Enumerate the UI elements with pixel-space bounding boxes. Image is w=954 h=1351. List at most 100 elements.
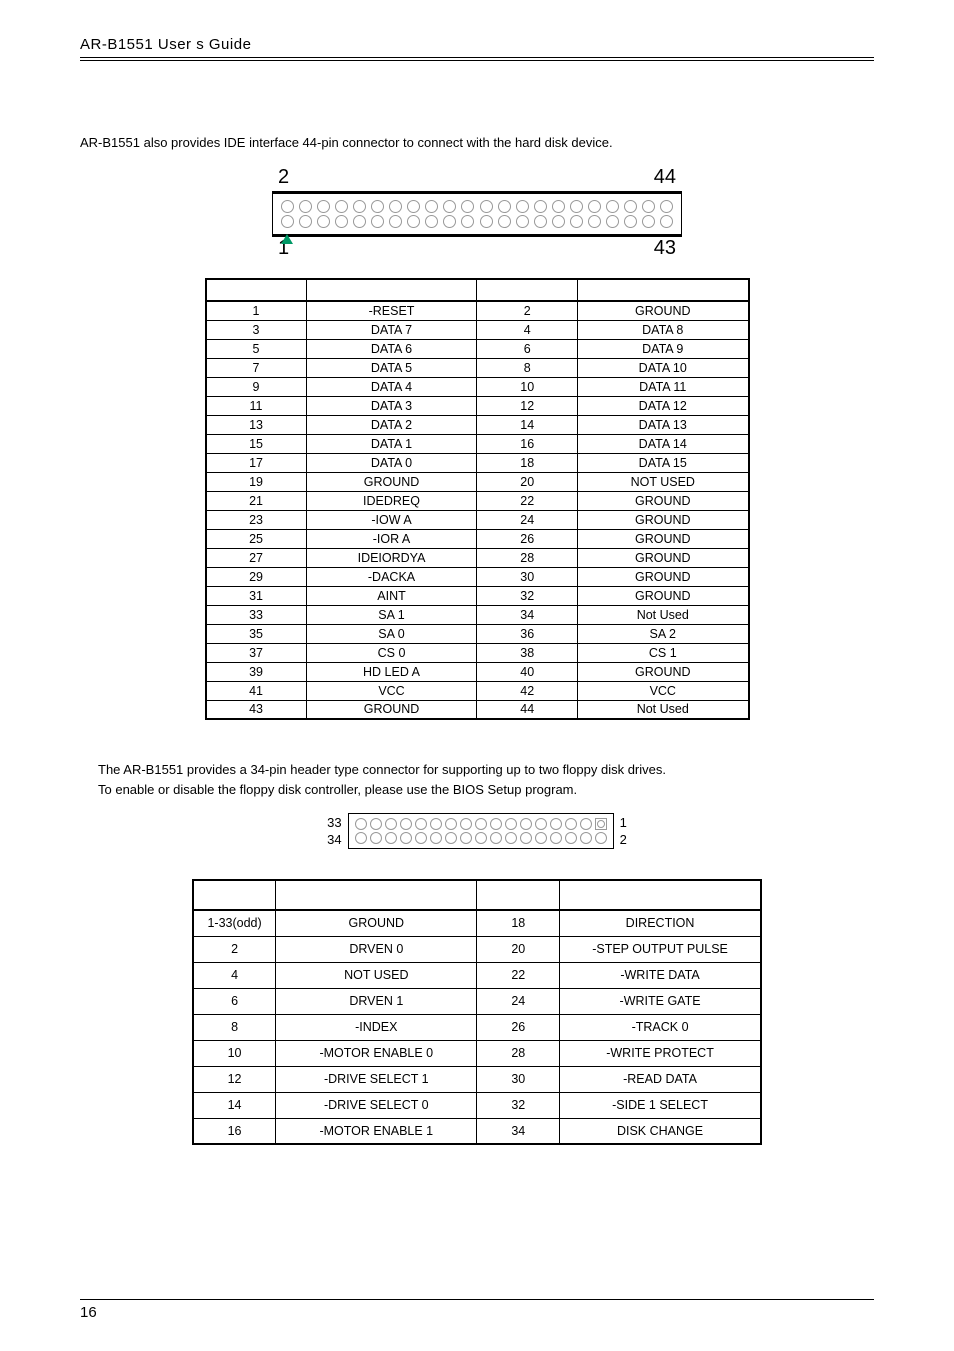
- pin-circle-icon: [480, 215, 493, 228]
- table-cell: -READ DATA: [560, 1066, 761, 1092]
- table-cell: -RESET: [306, 301, 477, 320]
- pin-circle-icon: [445, 832, 457, 844]
- table-cell: 41: [206, 681, 307, 700]
- ide-connector-diagram: 2 44 1 43: [272, 166, 682, 260]
- table-row: 35SA 036SA 2: [206, 624, 749, 643]
- table-cell: HD LED A: [306, 662, 477, 681]
- pin-circle-icon: [498, 215, 511, 228]
- table-cell: GROUND: [578, 510, 749, 529]
- pin-circle-icon: [588, 215, 601, 228]
- table-cell: 16: [193, 1118, 276, 1144]
- table-cell: 8: [193, 1014, 276, 1040]
- table-row: 15DATA 116DATA 14: [206, 434, 749, 453]
- table-cell: DATA 13: [578, 415, 749, 434]
- ide-pin-label-top-left: 2: [278, 166, 289, 189]
- table-cell: 6: [193, 988, 276, 1014]
- table-cell: DATA 14: [578, 434, 749, 453]
- table-row: 41VCC42VCC: [206, 681, 749, 700]
- pin-circle-icon: [299, 215, 312, 228]
- table-cell: 32: [477, 1092, 560, 1118]
- table-cell: 18: [477, 453, 578, 472]
- table-cell: DATA 6: [306, 339, 477, 358]
- table-cell: 30: [477, 1066, 560, 1092]
- fdd-right-labels: 1 2: [620, 814, 627, 848]
- table-cell: VCC: [578, 681, 749, 700]
- pin-circle-icon: [642, 200, 655, 213]
- table-cell: 12: [477, 396, 578, 415]
- table-cell: DATA 2: [306, 415, 477, 434]
- table-header: [560, 880, 761, 910]
- pin-circle-icon: [552, 215, 565, 228]
- table-cell: 14: [193, 1092, 276, 1118]
- pin-circle-icon: [570, 200, 583, 213]
- table-cell: 33: [206, 605, 307, 624]
- table-cell: DRVEN 1: [276, 988, 477, 1014]
- pin-circle-icon: [445, 818, 457, 830]
- fdd-left-labels: 33 34: [327, 814, 341, 848]
- table-cell: 37: [206, 643, 307, 662]
- table-cell: -TRACK 0: [560, 1014, 761, 1040]
- fdd-pin-label-left-bot: 34: [327, 831, 341, 848]
- pin-circle-icon: [370, 832, 382, 844]
- table-cell: DATA 15: [578, 453, 749, 472]
- table-cell: DATA 10: [578, 358, 749, 377]
- fdd-intro-text: The AR-B1551 provides a 34-pin header ty…: [98, 760, 874, 799]
- table-cell: -DRIVE SELECT 0: [276, 1092, 477, 1118]
- table-row: 27IDEIORDYA28GROUND: [206, 548, 749, 567]
- pin-circle-icon: [461, 215, 474, 228]
- table-row: 39HD LED A40GROUND: [206, 662, 749, 681]
- table-row: 1-33(odd)GROUND18DIRECTION: [193, 910, 761, 936]
- pin-circle-icon: [606, 200, 619, 213]
- table-cell: DISK CHANGE: [560, 1118, 761, 1144]
- page-footer: 16: [80, 1299, 874, 1321]
- table-row: 31AINT32GROUND: [206, 586, 749, 605]
- table-cell: 13: [206, 415, 307, 434]
- pin-circle-icon: [400, 818, 412, 830]
- pin-circle-icon: [317, 215, 330, 228]
- pin-circle-icon: [624, 200, 637, 213]
- table-header: [306, 279, 477, 301]
- ide-connector-top-labels: 2 44: [272, 166, 682, 193]
- pin-circle-icon: [385, 818, 397, 830]
- table-cell: 24: [477, 510, 578, 529]
- table-cell: GROUND: [578, 662, 749, 681]
- table-cell: DRVEN 0: [276, 936, 477, 962]
- table-cell: 31: [206, 586, 307, 605]
- pin-circle-icon: [460, 818, 472, 830]
- page-number: 16: [80, 1304, 874, 1321]
- table-cell: 29: [206, 567, 307, 586]
- table-cell: SA 2: [578, 624, 749, 643]
- table-cell: 3: [206, 320, 307, 339]
- table-row: 7DATA 58DATA 10: [206, 358, 749, 377]
- table-row: 17DATA 018DATA 15: [206, 453, 749, 472]
- table-header: [477, 880, 560, 910]
- table-cell: 32: [477, 586, 578, 605]
- pin-circle-icon: [552, 200, 565, 213]
- table-cell: GROUND: [578, 529, 749, 548]
- table-row: 1-RESET2GROUND: [206, 301, 749, 320]
- pin-circle-icon: [520, 832, 532, 844]
- table-cell: 43: [206, 700, 307, 719]
- pin-circle-icon: [443, 215, 456, 228]
- table-cell: -STEP OUTPUT PULSE: [560, 936, 761, 962]
- pin-circle-icon: [588, 200, 601, 213]
- table-cell: 26: [477, 1014, 560, 1040]
- fdd-pin-label-right-top: 1: [620, 814, 627, 831]
- table-cell: 25: [206, 529, 307, 548]
- table-cell: GROUND: [578, 567, 749, 586]
- table-cell: 40: [477, 662, 578, 681]
- table-row: 19GROUND20NOT USED: [206, 472, 749, 491]
- pin-circle-icon: [335, 200, 348, 213]
- table-cell: 11: [206, 396, 307, 415]
- pin-circle-icon: [443, 200, 456, 213]
- table-cell: GROUND: [578, 491, 749, 510]
- pin-circle-icon: [400, 832, 412, 844]
- table-cell: DATA 4: [306, 377, 477, 396]
- fdd-pin-label-right-bot: 2: [620, 831, 627, 848]
- pin-circle-icon: [490, 832, 502, 844]
- table-cell: 19: [206, 472, 307, 491]
- table-cell: -INDEX: [276, 1014, 477, 1040]
- pin1-triangle-icon: [281, 234, 293, 244]
- pin-circle-icon: [281, 200, 294, 213]
- pin-circle-icon: [461, 200, 474, 213]
